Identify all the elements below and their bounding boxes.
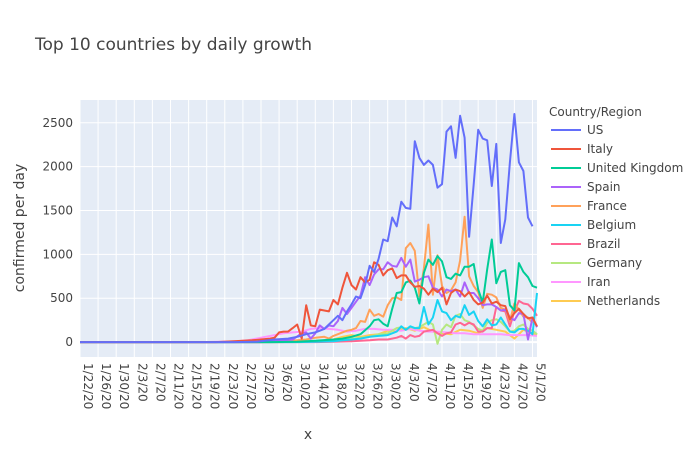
x-tick-label: 3/10/20 xyxy=(298,363,312,409)
legend-item-italy: Italy xyxy=(587,142,613,156)
series-line-iran xyxy=(80,327,538,344)
legend-item-belgium: Belgium xyxy=(587,218,636,232)
chart-title: Top 10 countries by daily growth xyxy=(34,35,312,55)
y-tick-label: 0 xyxy=(65,335,73,349)
x-tick-label: 2/27/20 xyxy=(244,363,258,409)
legend-item-us: US xyxy=(587,123,603,137)
y-tick-label: 500 xyxy=(50,291,73,305)
legend-item-spain: Spain xyxy=(587,180,621,194)
x-tick-label: 5/1/20 xyxy=(533,363,547,402)
x-tick-label: 4/23/20 xyxy=(497,363,511,409)
series-line-brazil xyxy=(80,299,538,344)
x-tick-label: 1/22/20 xyxy=(81,363,95,409)
x-tick-label: 4/15/20 xyxy=(461,363,475,409)
y-tick-label: 2000 xyxy=(42,160,73,174)
series-line-us xyxy=(80,113,534,344)
y-tick-label: 1500 xyxy=(42,204,73,218)
legend-item-iran: Iran xyxy=(587,275,610,289)
y-tick-labels: 0 500 1000 1500 2000 2500 xyxy=(42,116,73,349)
x-tick-label: 3/22/20 xyxy=(352,363,366,409)
y-axis-label: confirmed per day xyxy=(12,164,28,293)
legend-item-netherlands: Netherlands xyxy=(587,294,660,308)
x-tick-label: 4/7/20 xyxy=(425,363,439,402)
legend-item-united-kingdom: United Kingdom xyxy=(587,161,683,175)
x-tick-label: 2/15/20 xyxy=(190,363,204,409)
x-tick-label: 2/3/20 xyxy=(135,363,149,402)
y-tick-label: 2500 xyxy=(42,116,73,130)
x-tick-label: 4/27/20 xyxy=(515,363,529,409)
x-tick-label: 1/30/20 xyxy=(117,363,131,409)
x-tick-label: 2/19/20 xyxy=(208,363,222,409)
series-line-italy xyxy=(80,261,538,344)
x-tick-label: 2/23/20 xyxy=(226,363,240,409)
x-tick-label: 2/11/20 xyxy=(171,363,185,409)
x-tick-label: 4/3/20 xyxy=(407,363,421,402)
x-tick-label: 1/26/20 xyxy=(99,363,113,409)
x-axis-label: x xyxy=(304,427,312,443)
x-tick-label: 2/7/20 xyxy=(153,363,167,402)
x-tick-label: 3/14/20 xyxy=(316,363,330,409)
legend-title: Country/Region xyxy=(549,105,642,119)
x-tick-label: 3/26/20 xyxy=(371,363,385,409)
x-tick-label: 3/6/20 xyxy=(280,363,294,402)
series-line-united-kingdom xyxy=(80,238,538,344)
legend-item-germany: Germany xyxy=(587,256,642,270)
x-tick-label: 3/18/20 xyxy=(334,363,348,409)
series-line-belgium xyxy=(80,292,538,344)
x-tick-label: 4/11/20 xyxy=(443,363,457,409)
x-tick-labels: 1/22/20 1/26/20 1/30/20 2/3/20 2/7/20 2/11/20… xyxy=(81,363,547,409)
series-line-spain xyxy=(80,256,538,344)
legend-item-brazil: Brazil xyxy=(587,237,621,251)
series-line-france xyxy=(80,215,534,344)
x-tick-label: 3/30/20 xyxy=(389,363,403,409)
y-tick-label: 1000 xyxy=(42,247,73,261)
x-tick-label: 4/19/20 xyxy=(479,363,493,409)
x-tick-label: 3/2/20 xyxy=(262,363,276,402)
series-lines xyxy=(80,113,538,345)
legend-item-france: France xyxy=(587,199,627,213)
x-gridlines xyxy=(79,100,533,357)
legend: Country/Region US Italy United Kingdom Spai… xyxy=(549,105,683,308)
